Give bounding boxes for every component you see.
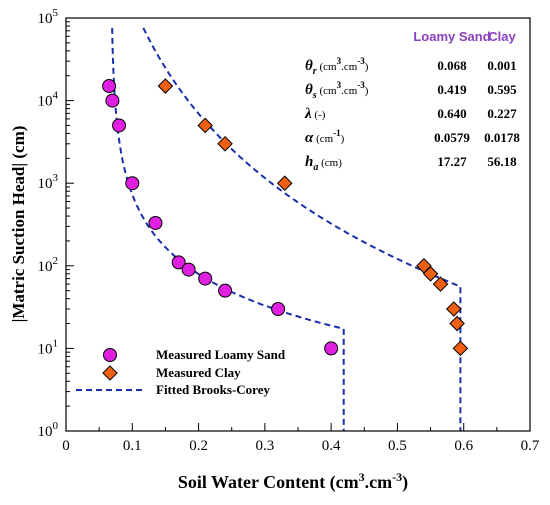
- x-tick-label: 0.1: [123, 438, 142, 454]
- x-tick-label: 0.6: [454, 438, 473, 454]
- x-tick-label: 0.5: [388, 438, 407, 454]
- table-row-label: α (cm-1): [305, 128, 345, 146]
- legend-marker-clay: [102, 365, 118, 381]
- point-loamy-sand: [112, 118, 127, 133]
- x-tick-label: 0.7: [521, 438, 540, 454]
- table-value: 0.068: [437, 58, 467, 73]
- legend-label-fitted: Fitted Brooks-Corey: [156, 382, 270, 397]
- table-row-label: θr (cm3.cm-3): [305, 56, 369, 77]
- table-row-label: ha (cm): [305, 154, 342, 173]
- fitted-curve-clay: [142, 27, 462, 431]
- table-row-label: λ (-): [304, 106, 326, 122]
- y-axis-title: |Matric Suction Head| (cm): [9, 126, 28, 323]
- table-value: 0.595: [487, 82, 517, 97]
- x-tick-label: 0.4: [322, 438, 341, 454]
- point-clay: [449, 315, 465, 332]
- point-loamy-sand: [102, 79, 117, 94]
- table-value: 0.001: [487, 58, 516, 73]
- point-clay: [422, 266, 439, 282]
- x-tick-label: 0.2: [189, 438, 208, 454]
- point-loamy-sand: [171, 255, 186, 270]
- table-value: 0.227: [487, 106, 517, 121]
- y-tick-label: 102: [38, 255, 59, 275]
- legend-marker-loamy-sand: [103, 348, 117, 362]
- point-loamy-sand: [218, 283, 233, 298]
- point-clay: [432, 276, 449, 292]
- x-axis: 0 0.1 0.2 0.3 0.4 0.5 0.6 0.7: [62, 423, 540, 454]
- point-loamy-sand: [181, 262, 196, 277]
- y-tick-label: 100: [38, 420, 59, 440]
- table-header: Loamy Sand: [413, 29, 490, 44]
- point-loamy-sand: [105, 93, 120, 108]
- table-value: 17.27: [437, 154, 467, 169]
- table-value: 0.640: [437, 106, 466, 121]
- table-value: 0.419: [437, 82, 467, 97]
- point-clay: [197, 117, 213, 134]
- y-tick-label: 104: [38, 90, 59, 110]
- x-tick-label: 0.3: [255, 438, 274, 454]
- table-value: 0.0579: [434, 130, 470, 145]
- point-clay: [445, 301, 462, 317]
- point-clay: [157, 78, 174, 94]
- y-tick-label: 101: [38, 337, 59, 357]
- data-points: [102, 78, 469, 357]
- legend-label-loamy-sand: Measured Loamy Sand: [156, 347, 286, 362]
- table-value: 56.18: [487, 154, 517, 169]
- point-clay: [276, 175, 293, 191]
- table-value: 0.0178: [484, 130, 520, 145]
- x-tick-label: 0: [62, 438, 70, 454]
- y-tick-label: 103: [38, 172, 59, 192]
- x-axis-title: Soil Water Content (cm3.cm-3): [178, 470, 408, 493]
- point-loamy-sand: [125, 176, 140, 191]
- point-loamy-sand: [198, 271, 213, 286]
- legend: Measured Loamy Sand Measured Clay Fitted…: [76, 347, 286, 397]
- y-tick-label: 105: [38, 7, 59, 27]
- point-loamy-sand: [324, 341, 339, 356]
- table-row-label: θs (cm3.cm-3): [305, 80, 369, 101]
- table-header: Clay: [488, 29, 516, 44]
- point-loamy-sand: [148, 215, 163, 230]
- point-loamy-sand: [271, 301, 286, 316]
- point-clay: [217, 136, 233, 152]
- y-axis: 100 101 102 103 104 105: [38, 7, 74, 440]
- legend-label-clay: Measured Clay: [156, 365, 241, 380]
- point-clay: [452, 340, 469, 357]
